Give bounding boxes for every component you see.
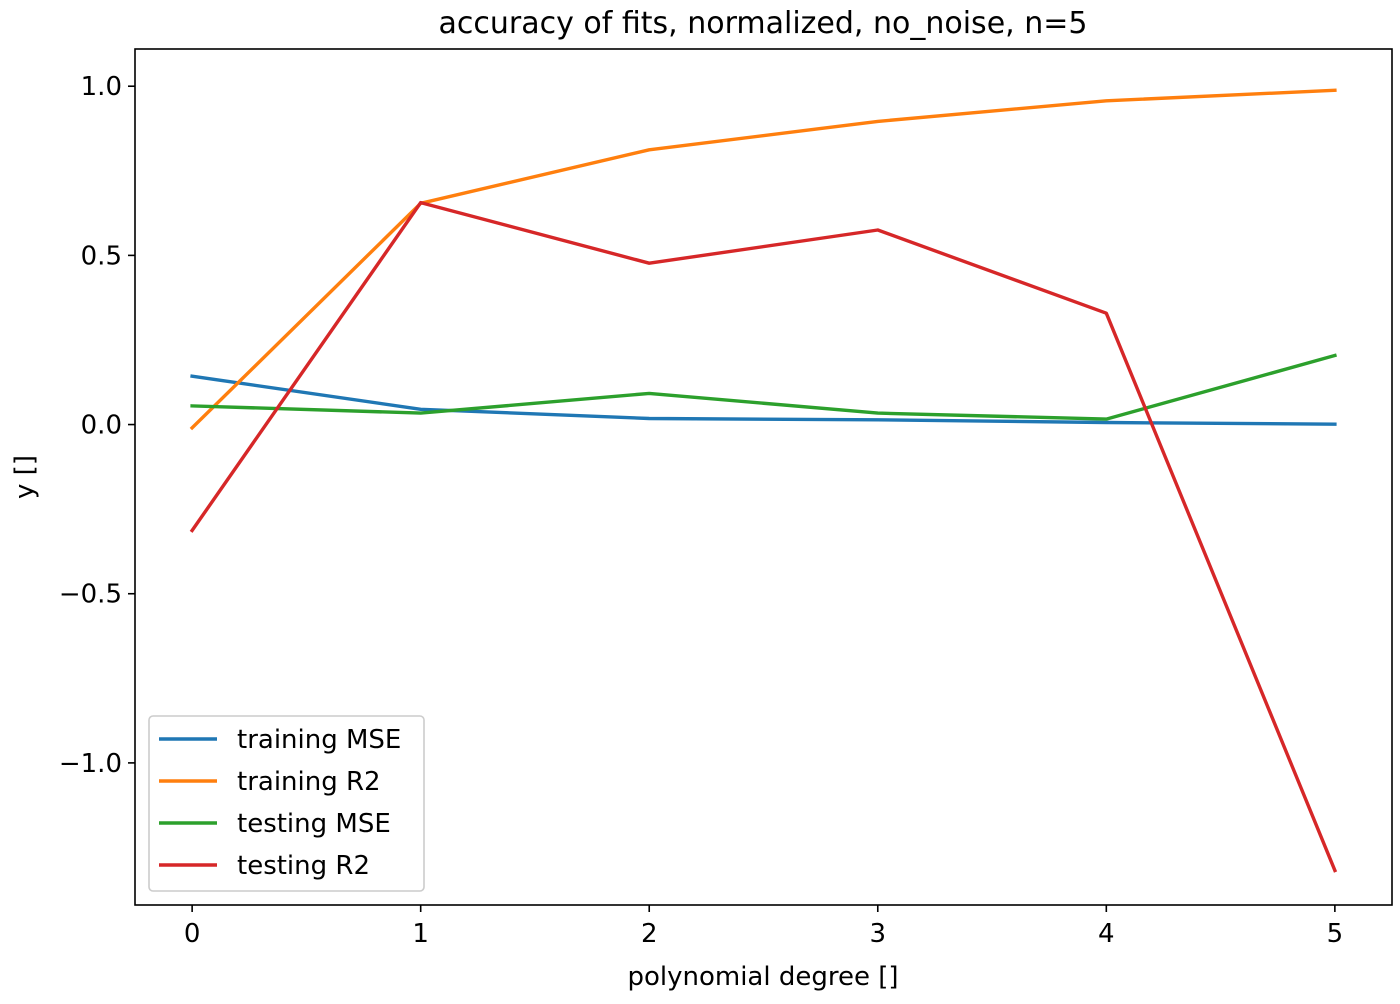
legend-label-training-mse: training MSE <box>237 725 401 755</box>
series-line-training-r2 <box>189 88 1337 431</box>
legend-label-testing-mse: testing MSE <box>237 809 391 839</box>
x-tick-label: 0 <box>184 919 201 949</box>
plot-frame <box>134 48 1393 906</box>
y-axis: −1.0 −0.5 0.0 0.5 1.0 <box>59 72 135 779</box>
series-line-testing-r2 <box>189 200 1338 873</box>
x-axis: 0 1 2 3 4 5 <box>184 905 1343 949</box>
x-tick-label: 1 <box>412 919 429 949</box>
y-tick-label: −0.5 <box>59 580 122 610</box>
series-layer <box>189 88 1338 873</box>
x-axis-label: polynomial degree [] <box>627 962 898 992</box>
legend-label-training-r2: training R2 <box>237 767 381 797</box>
legend-label-testing-r2: testing R2 <box>237 851 370 881</box>
legend-items: training MSE training R2 testing MSE testin… <box>159 725 401 881</box>
legend: training MSE training R2 testing MSE testin… <box>148 715 425 892</box>
y-tick-label: 0.0 <box>81 411 122 441</box>
chart-title: accuracy of fits, normalized, no_noise, … <box>439 6 1088 41</box>
legend-box <box>148 715 425 892</box>
x-tick-label: 3 <box>869 919 886 949</box>
x-tick-label: 5 <box>1327 919 1344 949</box>
y-axis-label: y [] <box>10 455 40 499</box>
y-tick-label: −1.0 <box>59 749 122 779</box>
x-tick-label: 2 <box>641 919 658 949</box>
x-tick-label: 4 <box>1098 919 1115 949</box>
y-tick-label: 0.5 <box>81 241 122 271</box>
series-line-training-mse <box>190 374 1337 426</box>
y-tick-label: 1.0 <box>81 72 122 102</box>
